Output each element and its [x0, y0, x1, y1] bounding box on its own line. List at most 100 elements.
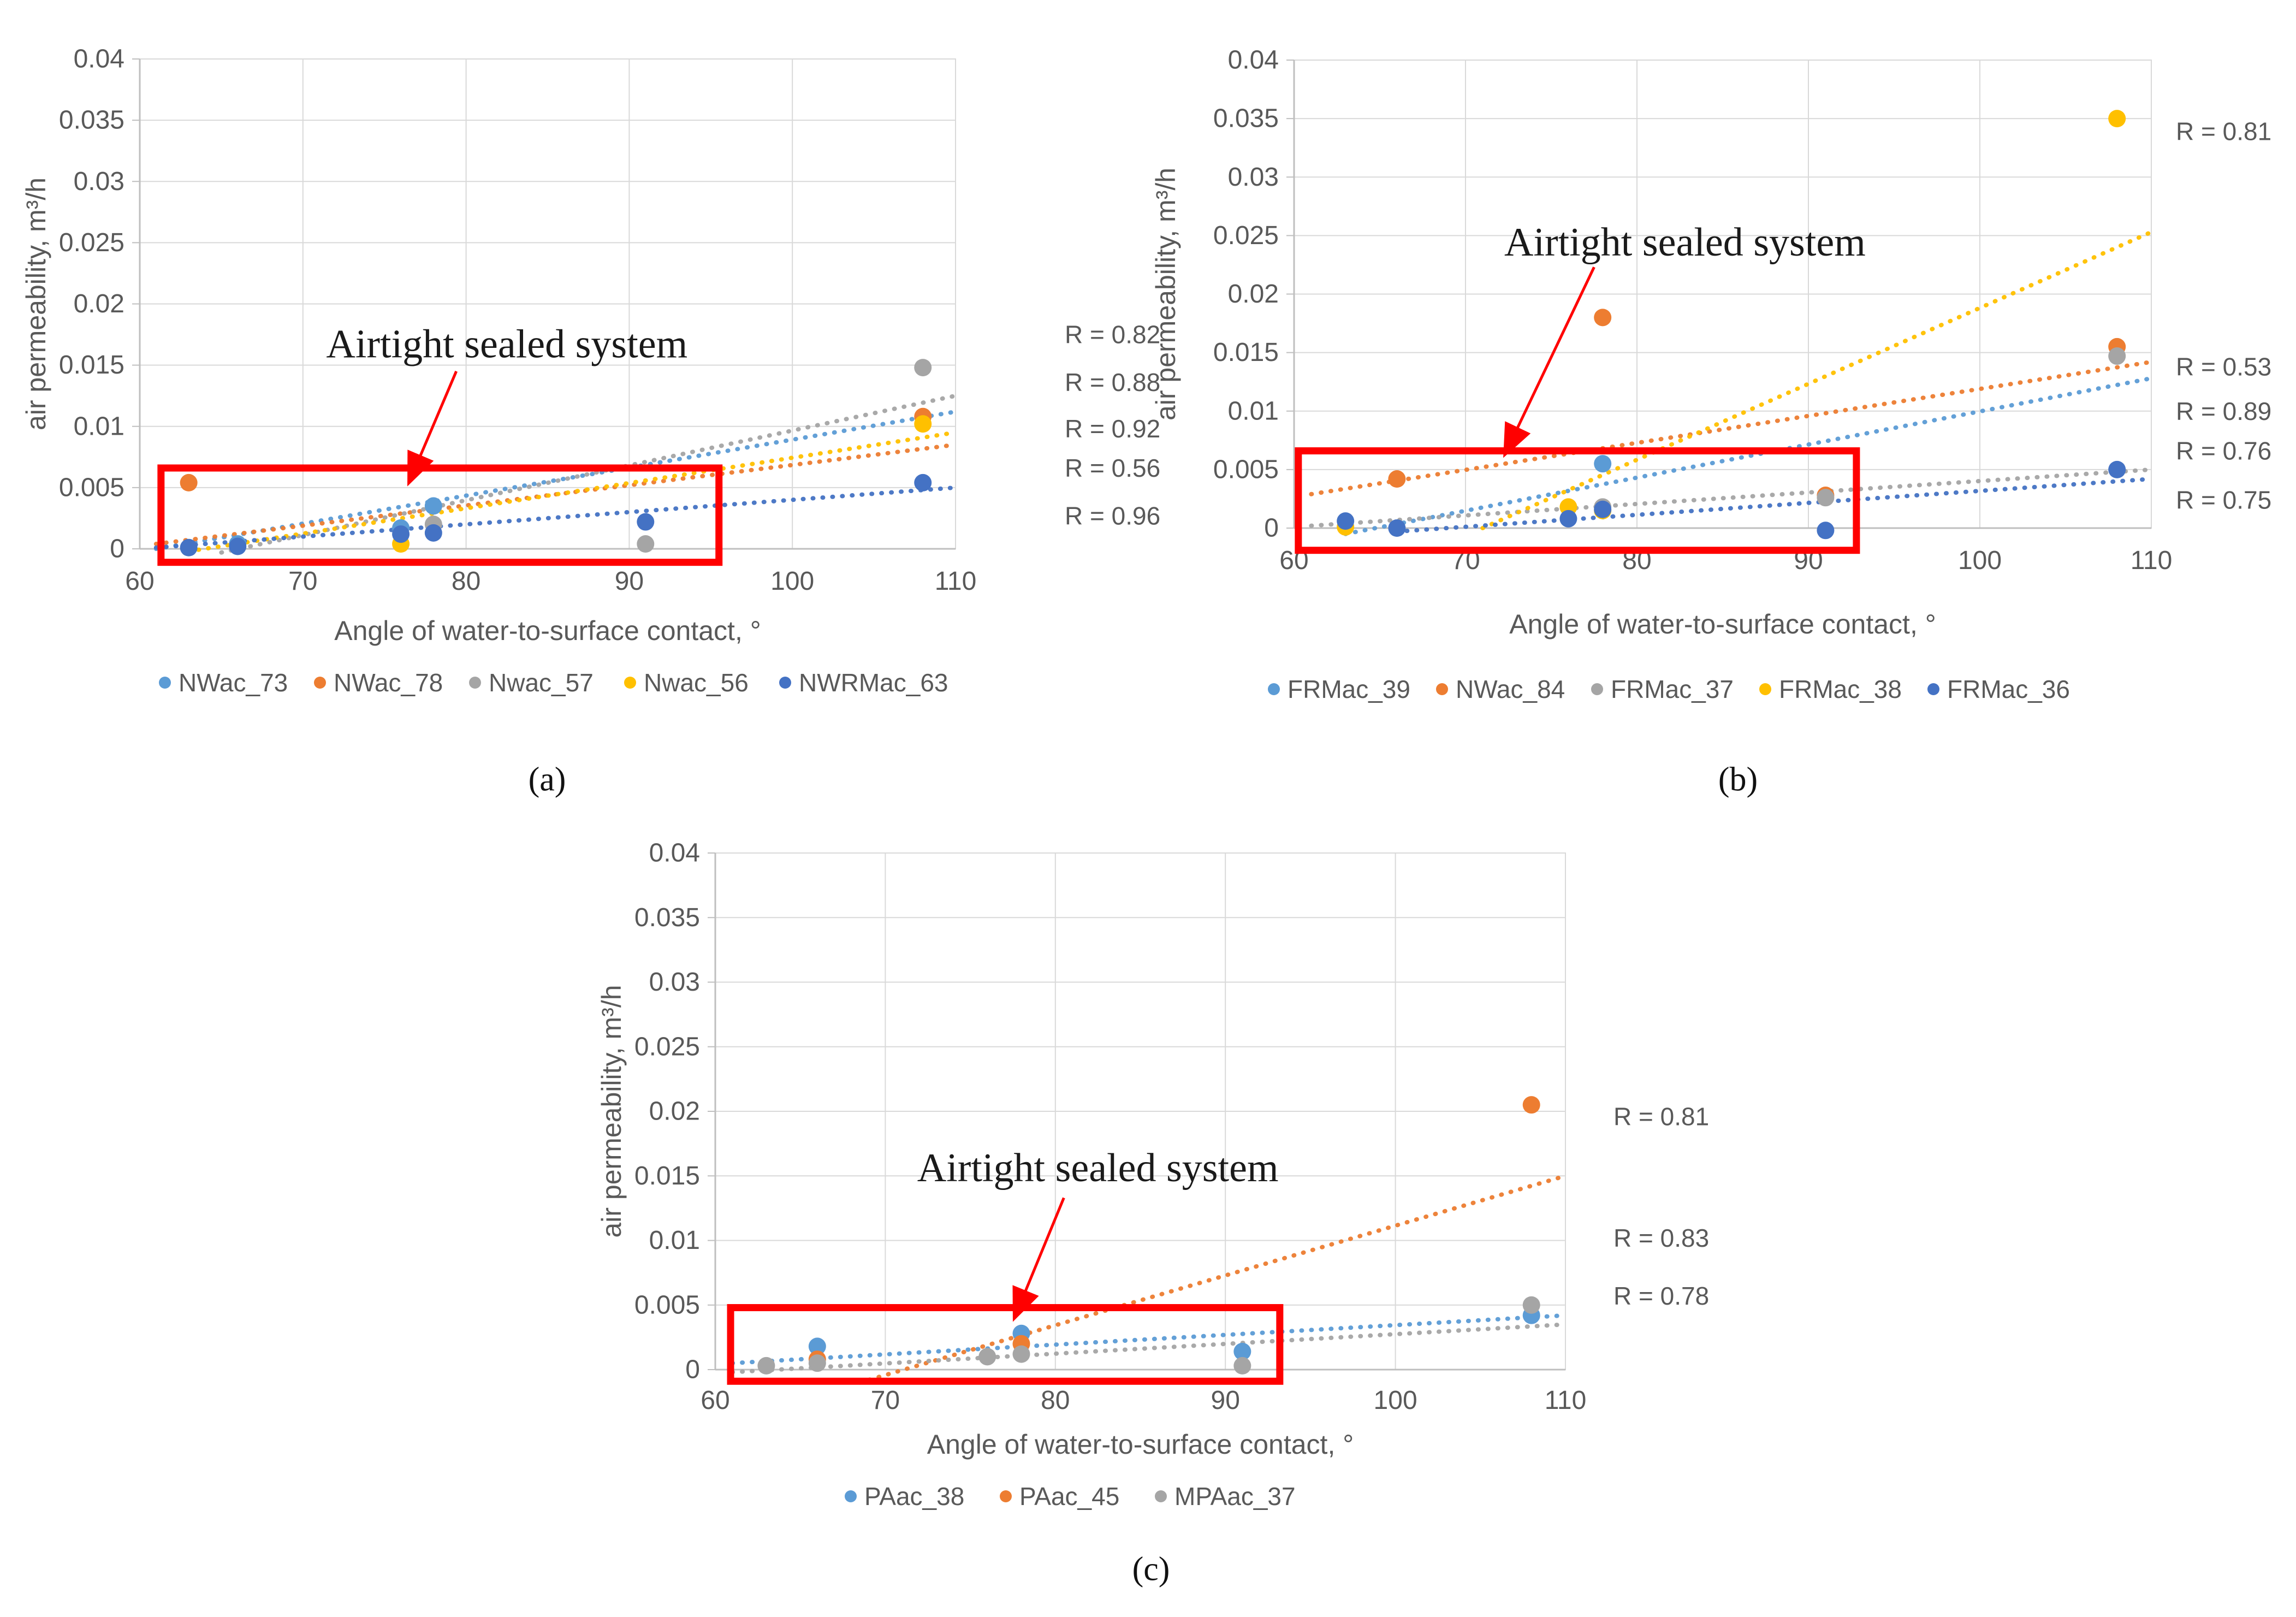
y-tick-label: 0.01	[649, 1226, 700, 1255]
r-value-label: R = 0.92	[1065, 414, 1160, 443]
y-tick-label: 0	[1264, 514, 1279, 543]
data-point-FRMac_36	[2108, 460, 2126, 478]
legend-label: FRMac_38	[1779, 675, 1902, 703]
y-tick-label: 0.02	[1228, 280, 1279, 309]
annotation-text: Airtight sealed system	[917, 1146, 1279, 1190]
x-tick-label: 60	[701, 1386, 729, 1415]
x-tick-label: 90	[615, 567, 644, 596]
data-point-Nwac_57	[914, 359, 932, 377]
annotation-arrow-line	[417, 370, 458, 460]
data-point-NWRMac_63	[180, 538, 198, 556]
annotation-arrow-line	[1023, 1197, 1065, 1295]
r-value-label: R = 0.75	[2176, 486, 2271, 514]
x-tick-label: 100	[770, 567, 814, 596]
caption-chart-c: (c)	[1132, 1550, 1170, 1588]
r-value-label: R = 0.96	[1065, 501, 1160, 530]
data-point-NWRMac_63	[914, 473, 932, 491]
annotation-box	[1295, 447, 1860, 554]
r-value-label: R = 0.81	[2176, 117, 2271, 146]
trendline-FRMac_36	[1395, 477, 2153, 534]
y-tick-label: 0.02	[74, 289, 124, 318]
legend-dot-icon	[624, 677, 636, 689]
data-point-PAac_45	[1522, 1096, 1540, 1114]
data-point-FRMac_38	[2108, 110, 2126, 128]
r-value-label: R = 0.56	[1065, 454, 1160, 482]
legend-dot-icon	[1000, 1490, 1012, 1502]
y-tick-label: 0.03	[1228, 163, 1279, 192]
data-point-Nwac_57	[637, 535, 655, 553]
chart-panel-c: 0 0.005 0.01 0.015 0.02 0.025 0.03 0.035 0.04 60 7…	[596, 839, 1709, 1511]
legend-item-PAac_45: PAac_45	[1000, 1482, 1119, 1511]
data-point-FRMac_36	[1388, 519, 1406, 537]
legend-label: Nwac_57	[489, 668, 594, 697]
x-tick-label: 60	[125, 567, 154, 596]
legend-dot-icon	[314, 677, 326, 689]
data-point-MPAac_37	[757, 1357, 775, 1375]
legend-label: NWRMac_63	[799, 668, 948, 697]
y-tick-label: 0.04	[649, 839, 700, 868]
legend-item-PAac_38: PAac_38	[845, 1482, 964, 1511]
y-tick-label: 0.005	[634, 1290, 700, 1319]
y-tick-label: 0.02	[649, 1097, 700, 1126]
annotation-arrowhead-icon	[407, 449, 434, 487]
y-tick-label: 0.01	[1228, 396, 1279, 425]
data-point-NWac_84	[1388, 470, 1406, 488]
y-tick-label: 0.03	[649, 968, 700, 997]
x-axis-title: Angle of water-to-surface contact, °	[334, 615, 761, 646]
r-value-label: R = 0.81	[1613, 1102, 1709, 1130]
chart-panel-a: 0 0.005 0.01 0.015 0.02 0.025 0.03 0.035 0.04 60 7…	[21, 45, 1160, 697]
annotation-box	[157, 464, 723, 566]
data-point-FRMac_37	[2108, 347, 2126, 365]
data-point-MPAac_37	[1233, 1357, 1251, 1375]
data-point-MPAac_37	[978, 1348, 996, 1366]
annotation-arrowhead-icon	[1012, 1285, 1039, 1322]
legend-dot-icon	[159, 677, 171, 689]
y-tick-label: 0.025	[1213, 221, 1279, 250]
trendline-MPAac_37	[730, 1322, 1568, 1375]
x-axis-title: Angle of water-to-surface contact, °	[927, 1429, 1354, 1460]
data-point-NWRMac_63	[637, 513, 655, 531]
x-tick-label: 80	[452, 567, 480, 596]
legend-label: FRMac_36	[1947, 675, 2070, 703]
legend-item-FRMac_39: FRMac_39	[1268, 675, 1410, 703]
legend-label: Nwac_56	[644, 668, 749, 697]
trendline-PAac_38	[730, 1313, 1568, 1366]
legend-item-MPAac_37: MPAac_37	[1155, 1482, 1296, 1511]
annotation-text: Airtight sealed system	[1504, 220, 1866, 265]
legend-dot-icon	[1155, 1490, 1167, 1502]
r-value-label: R = 0.76	[2176, 437, 2271, 465]
legend-item-NWRMac_63: NWRMac_63	[779, 668, 948, 697]
y-axis-title: air permeability, m³/h	[21, 177, 51, 430]
x-tick-label: 100	[1958, 546, 2002, 575]
legend-dot-icon	[1268, 683, 1280, 695]
r-value-label: R = 0.89	[2176, 397, 2271, 425]
x-tick-label: 110	[935, 567, 977, 596]
legend-label: NWac_73	[179, 668, 288, 697]
caption-chart-a: (a)	[528, 761, 566, 798]
legend-dot-icon	[469, 677, 481, 689]
legend-dot-icon	[1436, 683, 1448, 695]
y-tick-label: 0.035	[634, 903, 700, 932]
legend-label: MPAac_37	[1174, 1482, 1296, 1511]
y-tick-label: 0.015	[59, 351, 124, 380]
data-point-NWRMac_63	[424, 524, 442, 542]
y-tick-label: 0	[110, 535, 124, 564]
trendline-FRMac_37	[1309, 467, 2153, 528]
legend-label: PAac_38	[864, 1482, 964, 1511]
legend-label: NWac_84	[1456, 675, 1565, 703]
y-tick-label: 0.04	[1228, 46, 1279, 75]
y-tick-label: 0.025	[59, 228, 124, 257]
legend-label: NWac_78	[334, 668, 443, 697]
data-point-FRMac_36	[1337, 512, 1355, 530]
legend-item-Nwac_56: Nwac_56	[624, 668, 749, 697]
x-tick-label: 70	[288, 567, 317, 596]
data-point-FRMac_39	[1594, 455, 1612, 473]
trendline-PAac_45	[857, 1174, 1568, 1385]
legend-dot-icon	[779, 677, 791, 689]
annotation-text: Airtight sealed system	[326, 322, 687, 367]
y-axis-title: air permeability, m³/h	[1150, 168, 1181, 420]
legend-dot-icon	[1759, 683, 1771, 695]
legend-item-FRMac_36: FRMac_36	[1927, 675, 2070, 703]
